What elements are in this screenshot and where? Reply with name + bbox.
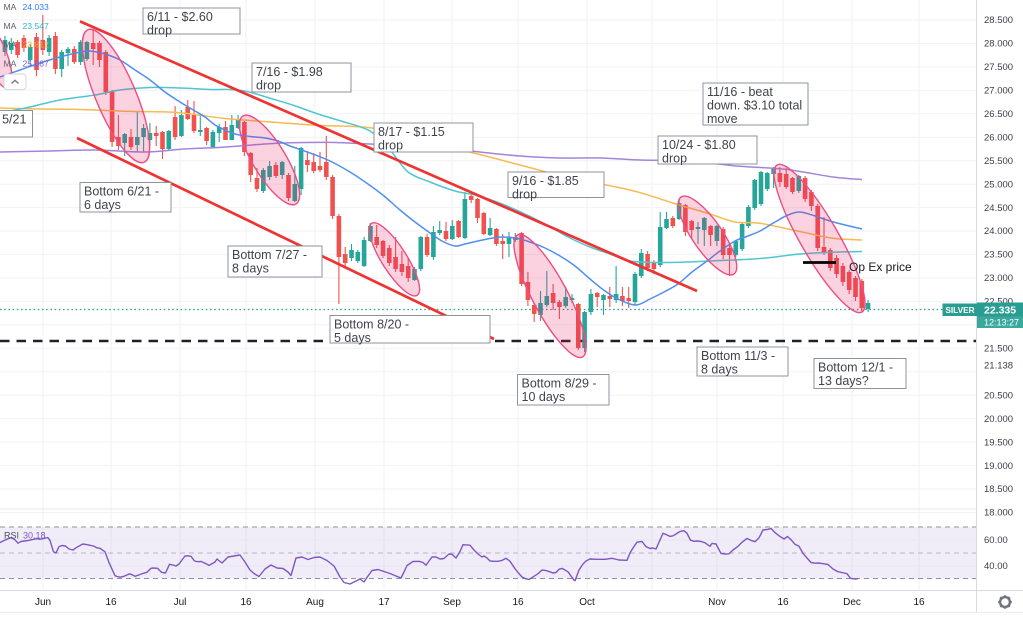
- svg-text:Jun: Jun: [35, 597, 51, 608]
- svg-text:27.000: 27.000: [984, 86, 1013, 97]
- svg-text:10 days: 10 days: [522, 390, 566, 404]
- svg-text:Bottom 7/27 -: Bottom 7/27 -: [232, 248, 307, 262]
- svg-text:Nov: Nov: [708, 597, 726, 608]
- svg-text:23.000: 23.000: [984, 273, 1013, 284]
- svg-text:40.00: 40.00: [984, 561, 1008, 572]
- svg-text:Bottom 12/1 -: Bottom 12/1 -: [818, 360, 893, 374]
- svg-text:Bottom 11/3 -: Bottom 11/3 -: [701, 349, 775, 363]
- svg-text:Bottom 6/21 -: Bottom 6/21 -: [84, 184, 159, 198]
- svg-text:23.547: 23.547: [23, 21, 50, 31]
- svg-text:drop: drop: [662, 151, 687, 165]
- svg-text:60.00: 60.00: [984, 535, 1008, 546]
- svg-text:16: 16: [777, 597, 789, 608]
- svg-text:7/16 - $1.98: 7/16 - $1.98: [256, 65, 323, 79]
- svg-text:Op Ex price: Op Ex price: [849, 260, 912, 274]
- svg-text:28.500: 28.500: [984, 15, 1013, 26]
- svg-text:16: 16: [512, 597, 524, 608]
- svg-text:19.500: 19.500: [984, 437, 1013, 448]
- svg-text:21.138: 21.138: [984, 361, 1013, 372]
- svg-text:22.335: 22.335: [984, 305, 1016, 317]
- svg-text:6 days: 6 days: [84, 198, 121, 212]
- svg-text:down. $3.10 total: down. $3.10 total: [707, 98, 802, 112]
- svg-text:6/11 - $2.60: 6/11 - $2.60: [147, 10, 213, 24]
- svg-text:24.500: 24.500: [984, 203, 1013, 214]
- svg-text:8 days: 8 days: [232, 261, 269, 275]
- svg-text:MA: MA: [4, 21, 17, 31]
- svg-text:23.812: 23.812: [23, 40, 50, 50]
- svg-text:24.000: 24.000: [984, 226, 1013, 237]
- svg-text:11/16 - beat: 11/16 - beat: [707, 85, 773, 99]
- svg-text:19.000: 19.000: [984, 461, 1013, 472]
- svg-text:drop: drop: [512, 187, 537, 201]
- svg-text:Oct: Oct: [579, 597, 595, 608]
- svg-text:25.087: 25.087: [23, 58, 50, 68]
- svg-text:25.000: 25.000: [984, 179, 1013, 190]
- svg-text:16: 16: [913, 597, 925, 608]
- svg-text:drop: drop: [256, 78, 281, 92]
- svg-text:26.000: 26.000: [984, 132, 1013, 143]
- svg-text:8/17 - $1.15: 8/17 - $1.15: [378, 125, 445, 139]
- svg-text:Sep: Sep: [443, 597, 461, 608]
- svg-text:13 days?: 13 days?: [818, 374, 869, 388]
- svg-text:16: 16: [240, 597, 252, 608]
- svg-text:16: 16: [105, 597, 117, 608]
- svg-text:10/24 - $1.80: 10/24 - $1.80: [662, 138, 736, 152]
- svg-text:5 days: 5 days: [334, 331, 371, 345]
- svg-text:20.500: 20.500: [984, 390, 1013, 401]
- svg-text:28.000: 28.000: [984, 39, 1013, 50]
- svg-text:move: move: [707, 112, 738, 126]
- svg-text:8 days: 8 days: [701, 362, 738, 376]
- svg-text:18.500: 18.500: [984, 484, 1013, 495]
- svg-text:MA: MA: [4, 2, 17, 12]
- svg-text:drop: drop: [147, 23, 172, 37]
- svg-text:12:13:27: 12:13:27: [984, 318, 1019, 328]
- svg-text:9/16 - $1.85: 9/16 - $1.85: [512, 174, 579, 188]
- svg-text:Aug: Aug: [306, 597, 324, 608]
- svg-text:Dec: Dec: [843, 597, 861, 608]
- svg-text:Jul: Jul: [174, 597, 187, 608]
- svg-text:17: 17: [378, 597, 390, 608]
- svg-text:26.500: 26.500: [984, 109, 1013, 120]
- svg-text:Bottom 8/29 -: Bottom 8/29 -: [522, 376, 597, 390]
- svg-text:drop: drop: [378, 138, 403, 152]
- svg-text:18.000: 18.000: [984, 508, 1013, 519]
- svg-text:Bottom 8/20 -: Bottom 8/20 -: [334, 317, 409, 331]
- svg-text:21.500: 21.500: [984, 344, 1013, 355]
- svg-text:SILVER: SILVER: [945, 305, 974, 315]
- svg-text:20.000: 20.000: [984, 414, 1013, 425]
- svg-text:22.500: 22.500: [984, 297, 1013, 308]
- svg-text:MA: MA: [4, 40, 17, 50]
- svg-text:MA: MA: [4, 58, 17, 68]
- svg-text:27.500: 27.500: [984, 62, 1013, 73]
- svg-text:30.18: 30.18: [23, 531, 46, 541]
- svg-text:Bottom 5/21: Bottom 5/21: [0, 112, 26, 126]
- svg-text:25.500: 25.500: [984, 156, 1013, 167]
- svg-text:24.033: 24.033: [23, 2, 50, 12]
- svg-text:RSI: RSI: [4, 531, 19, 541]
- svg-text:23.500: 23.500: [984, 250, 1013, 261]
